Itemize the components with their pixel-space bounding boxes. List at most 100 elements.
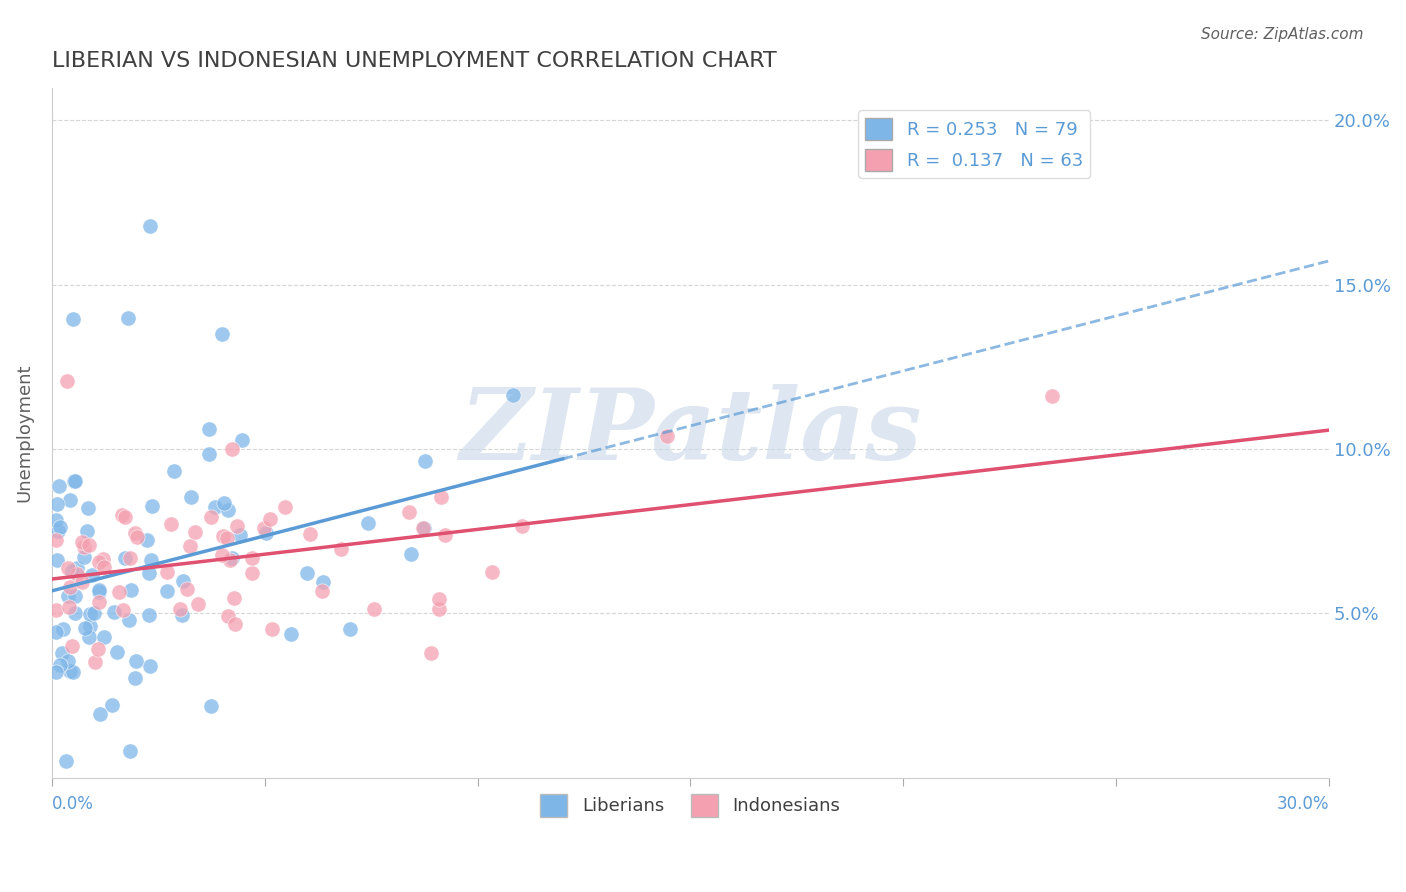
Point: [124, 525, 146, 540]
Point: [56, 654, 79, 668]
Text: 0.0%: 0.0%: [52, 795, 94, 813]
Point: [169, 602, 191, 616]
Point: [179, 539, 201, 553]
Point: [311, 584, 333, 599]
Point: [412, 521, 434, 535]
Point: [280, 627, 302, 641]
Point: [262, 622, 284, 636]
Point: [120, 582, 142, 597]
Point: [83, 607, 105, 621]
Point: [357, 516, 380, 530]
Point: [156, 565, 179, 579]
Point: [66, 567, 89, 582]
Point: [159, 517, 181, 532]
Point: [124, 672, 146, 686]
Point: [118, 550, 141, 565]
Point: [184, 524, 207, 539]
Point: [111, 508, 134, 523]
Text: LIBERIAN VS INDONESIAN UNEMPLOYMENT CORRELATION CHART: LIBERIAN VS INDONESIAN UNEMPLOYMENT CORR…: [52, 51, 776, 70]
Point: [63, 589, 86, 603]
Point: [125, 530, 148, 544]
Point: [111, 603, 134, 617]
Point: [253, 521, 276, 535]
Point: [87, 584, 110, 599]
Point: [91, 552, 114, 566]
Point: [59, 493, 82, 508]
Point: [79, 618, 101, 632]
Point: [118, 744, 141, 758]
Point: [45, 497, 67, 511]
Point: [79, 607, 101, 621]
Point: [363, 602, 385, 616]
Point: [187, 597, 209, 611]
Point: [221, 551, 243, 566]
Point: [65, 606, 87, 620]
Point: [228, 528, 250, 542]
Point: [211, 548, 233, 562]
Point: [101, 698, 124, 712]
Point: [70, 575, 93, 590]
Point: [138, 659, 160, 673]
Point: [200, 510, 222, 524]
Point: [60, 639, 83, 653]
Point: [297, 566, 319, 581]
Point: [254, 526, 277, 541]
Point: [103, 605, 125, 619]
Point: [51, 646, 73, 660]
Text: 30.0%: 30.0%: [1277, 795, 1329, 813]
Point: [45, 513, 67, 527]
Point: [481, 566, 503, 580]
Text: ZIPatlas: ZIPatlas: [460, 384, 921, 481]
Point: [60, 564, 83, 578]
Point: [65, 475, 87, 489]
Point: [398, 505, 420, 519]
Text: Source: ZipAtlas.com: Source: ZipAtlas.com: [1201, 27, 1364, 42]
Point: [655, 429, 678, 443]
Point: [224, 617, 246, 632]
Point: [56, 589, 79, 603]
Point: [399, 547, 422, 561]
Point: [105, 645, 128, 659]
Point: [59, 664, 82, 678]
Point: [45, 625, 67, 640]
Point: [76, 524, 98, 538]
Point: [49, 657, 72, 672]
Point: [136, 533, 159, 548]
Point: [427, 592, 450, 607]
Point: [72, 549, 94, 564]
Point: [77, 538, 100, 552]
Point: [224, 591, 246, 606]
Point: [125, 654, 148, 668]
Point: [45, 553, 67, 567]
Point: [48, 479, 70, 493]
Point: [200, 699, 222, 714]
Point: [107, 585, 129, 599]
Point: [226, 518, 249, 533]
Point: [77, 630, 100, 644]
Point: [217, 609, 239, 624]
Point: [211, 529, 233, 543]
Point: [77, 500, 100, 515]
Point: [73, 540, 96, 554]
Point: [156, 584, 179, 599]
Point: [138, 607, 160, 622]
Point: [176, 582, 198, 597]
Point: [204, 500, 226, 514]
Point: [430, 490, 453, 504]
Point: [80, 568, 103, 582]
Point: [141, 552, 163, 566]
Y-axis label: Unemployment: Unemployment: [15, 363, 32, 502]
Point: [274, 500, 297, 514]
Point: [172, 574, 194, 588]
Point: [93, 560, 115, 574]
Point: [114, 509, 136, 524]
Point: [211, 326, 233, 341]
Point: [180, 490, 202, 504]
Point: [87, 642, 110, 657]
Point: [419, 646, 441, 660]
Point: [339, 622, 361, 636]
Point: [138, 219, 160, 233]
Point: [70, 535, 93, 549]
Point: [197, 422, 219, 436]
Point: [89, 706, 111, 721]
